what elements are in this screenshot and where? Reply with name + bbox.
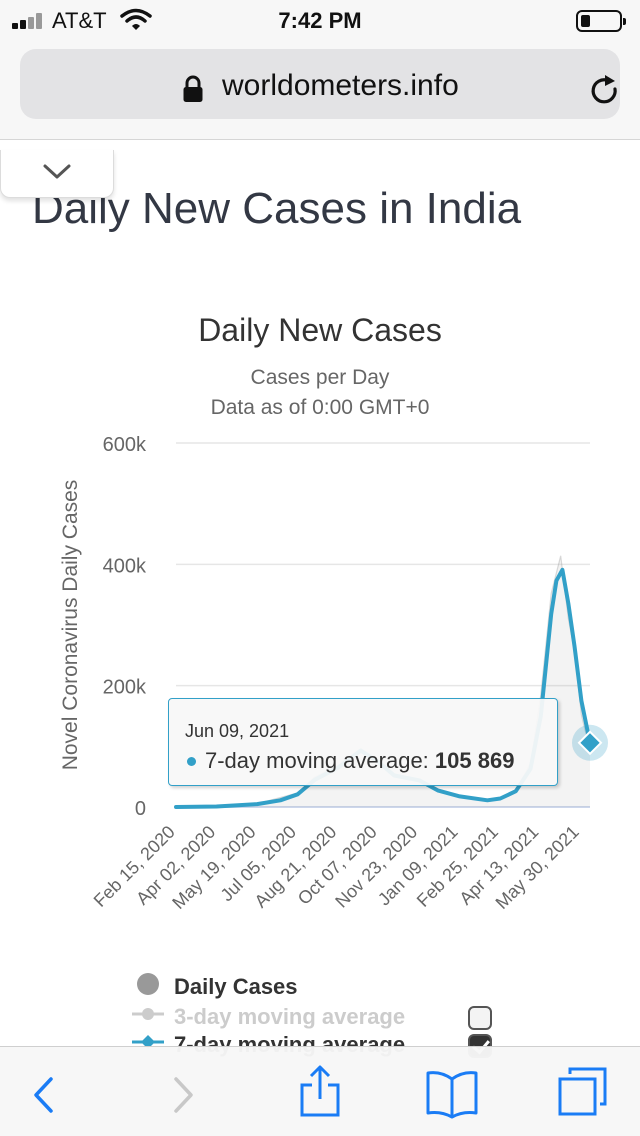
address-bar[interactable]: worldometers.info (20, 49, 620, 119)
hover-point-marker[interactable] (577, 730, 603, 756)
line-diamond-marker-icon (132, 1035, 164, 1049)
y-axis-label: Novel Coronavirus Daily Cases (59, 480, 82, 771)
chart-subtitle-line-1: Cases per Day (251, 366, 390, 389)
series-line-7-day-moving-average (174, 567, 592, 809)
page-title: Daily New Cases in India (32, 184, 522, 233)
cell-signal-icon (12, 13, 48, 29)
chart-subtitle-line-2: Data as of 0:00 GMT+0 (211, 396, 430, 419)
daily-cases-chart: Daily New Cases Cases per Day Data as of… (59, 312, 608, 913)
legend-item-daily-cases[interactable]: Daily Cases (130, 972, 510, 1000)
menu-toggle-button[interactable] (0, 150, 114, 198)
lock-icon (183, 75, 203, 102)
legend-item-3-day-average[interactable]: 3-day moving average (130, 1002, 510, 1030)
circle-marker-icon (137, 973, 159, 995)
back-icon (34, 1077, 53, 1113)
status-time: 7:42 PM (278, 8, 362, 33)
chevron-down-icon (43, 164, 71, 179)
line-circle-marker-icon (132, 1008, 164, 1020)
status-bar: AT&T 7:42 PM (0, 0, 640, 40)
share-button[interactable] (275, 1047, 365, 1136)
y-tick-label: 200k (103, 677, 147, 699)
browser-toolbar (0, 1046, 640, 1136)
wifi-icon (120, 8, 152, 30)
bookmarks-button[interactable] (407, 1047, 497, 1136)
y-tick-label: 400k (103, 555, 147, 577)
legend-label-3-day-average: 3-day moving average (174, 1004, 406, 1029)
tooltip-date: Jun 09, 2021 (185, 721, 290, 741)
back-button[interactable] (0, 1047, 90, 1136)
tooltip-series-label: 7-day moving average: (205, 748, 429, 773)
tabs-button[interactable] (540, 1047, 630, 1136)
chart-title: Daily New Cases (198, 312, 442, 348)
y-tick-label: 600k (103, 434, 147, 456)
chart-tooltip: Jun 09, 2021 7-day moving average: 105 8… (168, 698, 558, 786)
forward-icon (174, 1077, 193, 1113)
legend-label-daily-cases: Daily Cases (174, 974, 298, 999)
y-tick-label: 0 (135, 798, 146, 820)
bookmarks-icon (426, 1071, 478, 1119)
carrier-name: AT&T (52, 8, 107, 33)
tooltip-value: 105 869 (434, 748, 515, 773)
checkbox-3-day-average[interactable] (468, 1006, 492, 1030)
reload-icon[interactable] (588, 73, 622, 109)
url-text[interactable]: worldometers.info (222, 69, 459, 102)
battery-icon (576, 10, 626, 32)
tooltip-series-line: 7-day moving average: 105 869 (205, 748, 514, 774)
browser-address-area: worldometers.info (0, 40, 640, 140)
tooltip-series-dot (187, 757, 196, 766)
share-icon (300, 1065, 340, 1117)
tabs-icon (558, 1067, 607, 1116)
forward-button[interactable] (138, 1047, 228, 1136)
